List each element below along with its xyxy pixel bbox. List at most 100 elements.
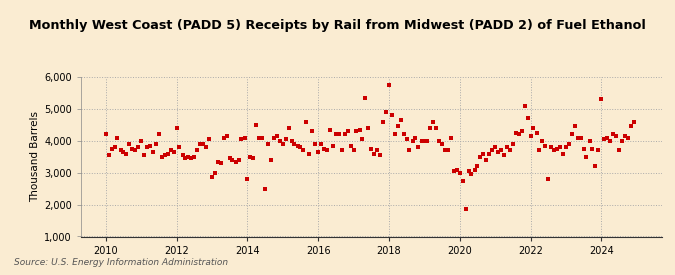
Point <box>198 142 209 146</box>
Point <box>439 148 450 153</box>
Point <box>153 132 164 137</box>
Point <box>284 126 294 130</box>
Point <box>354 127 365 132</box>
Point <box>346 143 356 148</box>
Point <box>136 139 146 143</box>
Point <box>404 148 415 153</box>
Point <box>286 139 297 143</box>
Point <box>575 135 586 140</box>
Point <box>192 148 202 153</box>
Point <box>304 151 315 156</box>
Point <box>457 178 468 183</box>
Point <box>620 134 630 138</box>
Point <box>564 142 574 146</box>
Point <box>416 139 427 143</box>
Point <box>292 143 303 148</box>
Text: Source: U.S. Energy Information Administration: Source: U.S. Energy Information Administ… <box>14 258 227 267</box>
Point <box>342 129 353 133</box>
Point <box>157 155 167 159</box>
Point <box>142 145 153 149</box>
Point <box>396 118 406 122</box>
Point <box>306 129 317 133</box>
Point <box>446 135 456 140</box>
Point <box>269 135 279 140</box>
Point <box>431 126 441 130</box>
Point <box>516 129 527 133</box>
Point <box>168 150 179 154</box>
Point <box>596 97 607 101</box>
Point <box>171 126 182 130</box>
Point <box>209 170 220 175</box>
Point <box>224 156 235 161</box>
Point <box>605 139 616 143</box>
Point <box>428 119 439 124</box>
Point <box>422 139 433 143</box>
Point <box>218 135 229 140</box>
Point <box>572 135 583 140</box>
Point <box>454 170 465 175</box>
Point <box>256 135 267 140</box>
Point <box>499 153 510 157</box>
Point <box>351 129 362 133</box>
Point <box>107 147 117 151</box>
Point <box>437 142 448 146</box>
Point <box>227 158 238 162</box>
Point <box>263 142 273 146</box>
Point <box>178 153 188 157</box>
Point <box>413 145 424 149</box>
Point <box>522 116 533 121</box>
Point <box>195 142 206 146</box>
Point <box>313 150 323 154</box>
Point <box>340 132 350 137</box>
Point <box>590 164 601 169</box>
Point <box>495 148 506 153</box>
Point <box>554 145 565 149</box>
Point <box>245 155 256 159</box>
Point <box>254 135 265 140</box>
Point <box>545 145 556 149</box>
Point <box>537 139 547 143</box>
Point <box>558 151 568 156</box>
Point <box>183 155 194 159</box>
Point <box>130 148 140 153</box>
Point <box>386 113 397 117</box>
Point <box>144 143 155 148</box>
Point <box>383 83 394 87</box>
Point <box>233 158 244 162</box>
Point <box>375 153 385 157</box>
Point <box>133 145 144 149</box>
Point <box>357 137 368 141</box>
Point <box>481 158 491 162</box>
Point <box>236 137 247 141</box>
Point <box>593 148 604 153</box>
Point <box>200 145 211 149</box>
Point <box>159 153 170 157</box>
Point <box>147 150 158 154</box>
Point <box>616 139 627 143</box>
Point <box>124 142 135 146</box>
Point <box>490 145 501 149</box>
Point <box>463 169 474 173</box>
Point <box>493 150 504 154</box>
Point <box>581 155 592 159</box>
Point <box>151 142 161 146</box>
Point <box>162 151 173 156</box>
Point <box>460 207 471 211</box>
Point <box>543 177 554 181</box>
Point <box>186 156 197 161</box>
Point <box>333 132 344 137</box>
Point <box>372 148 383 153</box>
Point <box>469 167 480 172</box>
Point <box>127 147 138 151</box>
Point <box>452 167 462 172</box>
Point <box>103 153 114 157</box>
Point <box>310 142 321 146</box>
Point <box>174 145 185 149</box>
Point <box>587 147 598 151</box>
Point <box>549 148 560 153</box>
Point <box>180 156 191 161</box>
Point <box>560 145 571 149</box>
Point <box>316 142 327 146</box>
Point <box>622 135 633 140</box>
Y-axis label: Thousand Barrels: Thousand Barrels <box>30 111 40 202</box>
